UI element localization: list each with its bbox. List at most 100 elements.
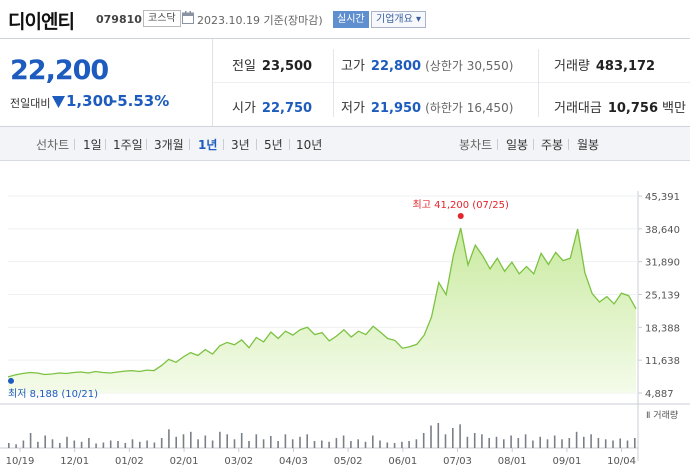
- high-cell: 고가 22,800 (상한가 30,550): [341, 55, 513, 74]
- price-change-percent: -5.53%: [111, 92, 170, 110]
- calendar-icon: [182, 11, 194, 24]
- x-tick-label: 06/01: [388, 456, 417, 467]
- volume-bar: [248, 441, 250, 448]
- volume-bar: [444, 434, 447, 449]
- volume-bar: [408, 441, 410, 448]
- volume-bar: [59, 443, 61, 448]
- volume-bar: [430, 425, 432, 448]
- current-price: 22,200: [10, 55, 109, 86]
- volume-bar: [8, 443, 10, 448]
- volume-bar: [481, 434, 483, 449]
- volume-bar: [452, 428, 454, 448]
- volume-bar: [270, 436, 272, 448]
- separator: [223, 139, 224, 150]
- volume-bar: [393, 443, 396, 448]
- volume-bar: [277, 441, 279, 448]
- high-value: 22,800: [370, 59, 422, 74]
- price-chart[interactable]: 45,391 38,640 31,890 25,139 18,388 11,638 4,88…: [0, 161, 690, 475]
- open-label: 시가: [232, 101, 256, 116]
- volume-bar: [401, 441, 403, 449]
- y-tick-label: 25,139: [645, 291, 680, 302]
- volume-bars: [8, 423, 636, 449]
- volume-bar: [503, 439, 505, 449]
- volume-bar: [321, 440, 323, 448]
- volume-bar: [495, 436, 498, 449]
- price-area: [7, 227, 637, 393]
- volume-bar: [612, 440, 614, 448]
- volume-bar: [117, 441, 119, 448]
- x-axis-labels: 10/19 12/01 01/02 02/01 03/02 04/03 05/02 06/01…: [6, 456, 636, 467]
- low-value: 21,950: [370, 101, 422, 116]
- stats-column-divider: [333, 49, 334, 117]
- company-overview-button[interactable]: 기업개요 ▾: [371, 11, 426, 28]
- volume-bar: [190, 431, 192, 449]
- volume-bar: [219, 431, 221, 449]
- candle-daily[interactable]: 일봉: [506, 138, 529, 152]
- stock-header: 디이엔티 079810 코스닥 2023.10.19 기준(장마감) 실시간 기…: [0, 0, 690, 38]
- open-cell: 시가 22,750: [232, 97, 312, 116]
- stats-row-divider: [213, 82, 690, 83]
- volume-bar: [73, 440, 76, 448]
- volume-bar: [626, 440, 629, 448]
- x-tick-label: 08/01: [498, 456, 527, 467]
- x-tick-label: 05/02: [334, 456, 363, 467]
- low-label: 저가: [341, 101, 365, 116]
- amount-unit: 백만: [662, 101, 686, 116]
- volume-bar: [619, 438, 621, 448]
- volume-bar: [284, 434, 287, 449]
- volume-bar: [561, 439, 563, 449]
- period-3m[interactable]: 3개월: [154, 138, 184, 152]
- volume-bar: [95, 443, 97, 448]
- x-tick-label: 10/04: [607, 456, 636, 467]
- separator: [568, 139, 569, 150]
- current-price-box: 22,200 전일대비 1,300 -5.53%: [0, 39, 213, 126]
- upper-limit: (상한가 30,550): [425, 59, 514, 73]
- base-date: 2023.10.19 기준(장마감): [197, 14, 323, 27]
- volume-bar: [153, 442, 156, 448]
- prev-close-cell: 전일 23,500: [232, 55, 312, 74]
- volume-bar: [291, 439, 294, 449]
- separator: [289, 139, 290, 150]
- period-5y[interactable]: 5년: [264, 138, 283, 152]
- volume-bar: [510, 435, 512, 448]
- x-tick-label: 02/01: [170, 456, 199, 467]
- volume-bar: [357, 439, 359, 449]
- volume-value: 483,172: [595, 59, 656, 74]
- volume-bar: [226, 434, 228, 449]
- volume-bar: [604, 439, 607, 449]
- volume-bar: [51, 439, 54, 449]
- line-chart-label: 선차트: [36, 138, 70, 152]
- y-tick-label: 45,391: [645, 192, 680, 203]
- realtime-button[interactable]: 실시간: [333, 11, 369, 28]
- period-10y[interactable]: 10년: [296, 138, 323, 152]
- price-line: [7, 227, 637, 378]
- chart-markers: 최고 41,200 (07/25) 최저 8,188 (10/21) Ⅱ 거래량: [8, 199, 678, 421]
- candle-weekly[interactable]: 주봉: [541, 138, 564, 152]
- volume-bar: [197, 439, 199, 449]
- period-1d[interactable]: 1일: [83, 138, 102, 152]
- volume-bar: [204, 435, 207, 448]
- min-marker: [8, 377, 14, 384]
- volume-bar: [590, 434, 592, 449]
- volume-bar: [240, 433, 243, 448]
- separator: [189, 139, 190, 150]
- separator: [74, 139, 75, 150]
- period-3y[interactable]: 3년: [231, 138, 250, 152]
- volume-bar: [553, 435, 556, 448]
- price-panel: 22,200 전일대비 1,300 -5.53% 전일 23,500 고가 22,8…: [0, 38, 690, 127]
- volume-bar: [139, 441, 141, 449]
- chart-period-bar: 선차트 1일 1주일 3개월 1년 3년 5년 10년 봉차트 일봉 주봉 월봉: [0, 127, 690, 161]
- period-1w[interactable]: 1주일: [113, 138, 143, 152]
- separator: [497, 139, 498, 150]
- candle-monthly[interactable]: 월봉: [577, 138, 600, 152]
- volume-bar: [466, 436, 469, 449]
- volume-bar: [131, 439, 134, 449]
- volume-bar: [386, 442, 389, 448]
- volume-bar: [88, 438, 90, 448]
- high-label: 고가: [341, 59, 365, 74]
- period-1y[interactable]: 1년: [198, 138, 218, 152]
- volume-bar: [364, 441, 367, 449]
- volume-bar: [437, 423, 440, 448]
- volume-label: Ⅱ 거래량: [646, 409, 678, 421]
- separator: [256, 139, 257, 150]
